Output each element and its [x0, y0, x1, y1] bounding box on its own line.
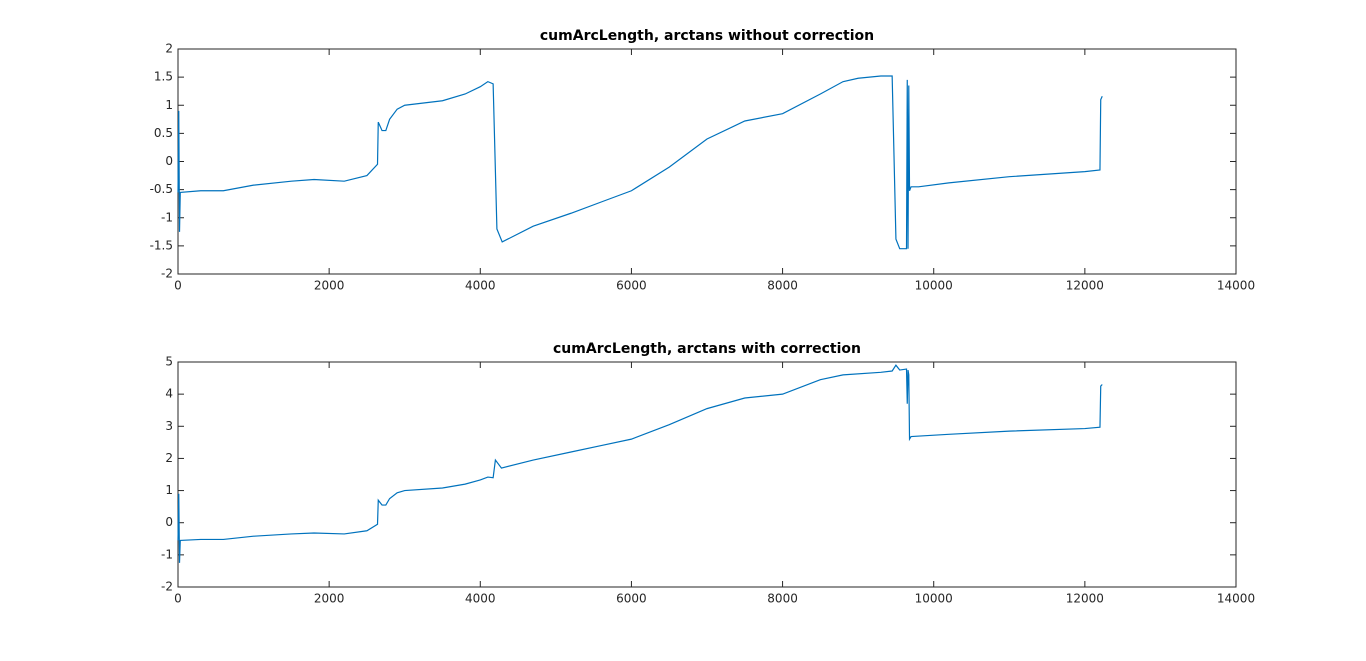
y-tick-label: -2 [161, 580, 173, 594]
x-tick-label: 12000 [1066, 592, 1104, 606]
x-tick-label: 10000 [915, 592, 953, 606]
x-tick-label: 0 [174, 279, 182, 293]
chart-title: cumArcLength, arctans without correction [540, 28, 874, 44]
x-tick-label: 2000 [314, 279, 345, 293]
x-tick-label: 4000 [465, 592, 496, 606]
y-tick-label: -0.5 [150, 182, 173, 196]
x-tick-label: 6000 [616, 279, 647, 293]
y-tick-label: 2 [165, 42, 173, 56]
y-tick-label: 0 [165, 154, 173, 168]
y-tick-label: 3 [165, 419, 173, 433]
y-tick-label: 4 [165, 387, 173, 401]
y-tick-label: 5 [165, 355, 173, 369]
x-tick-label: 14000 [1217, 592, 1255, 606]
x-tick-label: 8000 [767, 279, 798, 293]
y-tick-label: 0.5 [154, 126, 173, 140]
x-tick-label: 0 [174, 592, 182, 606]
y-tick-label: -1 [161, 210, 173, 224]
axes-box [177, 361, 1237, 588]
y-tick-label: -2 [161, 267, 173, 281]
y-tick-label: 2 [165, 451, 173, 465]
x-tick-label: 14000 [1217, 279, 1255, 293]
axes-box [177, 48, 1237, 275]
y-tick-label: 0 [165, 515, 173, 529]
x-tick-label: 4000 [465, 279, 496, 293]
chart-title: cumArcLength, arctans with correction [553, 341, 861, 357]
x-tick-label: 2000 [314, 592, 345, 606]
y-tick-label: 1 [165, 483, 173, 497]
x-tick-label: 8000 [767, 592, 798, 606]
x-tick-label: 10000 [915, 279, 953, 293]
y-tick-label: -1.5 [150, 238, 173, 252]
y-tick-label: -1 [161, 547, 173, 561]
data-line [177, 364, 1103, 563]
y-tick-label: 1.5 [154, 70, 173, 84]
data-line [177, 75, 1103, 250]
x-tick-label: 6000 [616, 592, 647, 606]
x-tick-label: 12000 [1066, 279, 1104, 293]
y-tick-label: 1 [165, 98, 173, 112]
